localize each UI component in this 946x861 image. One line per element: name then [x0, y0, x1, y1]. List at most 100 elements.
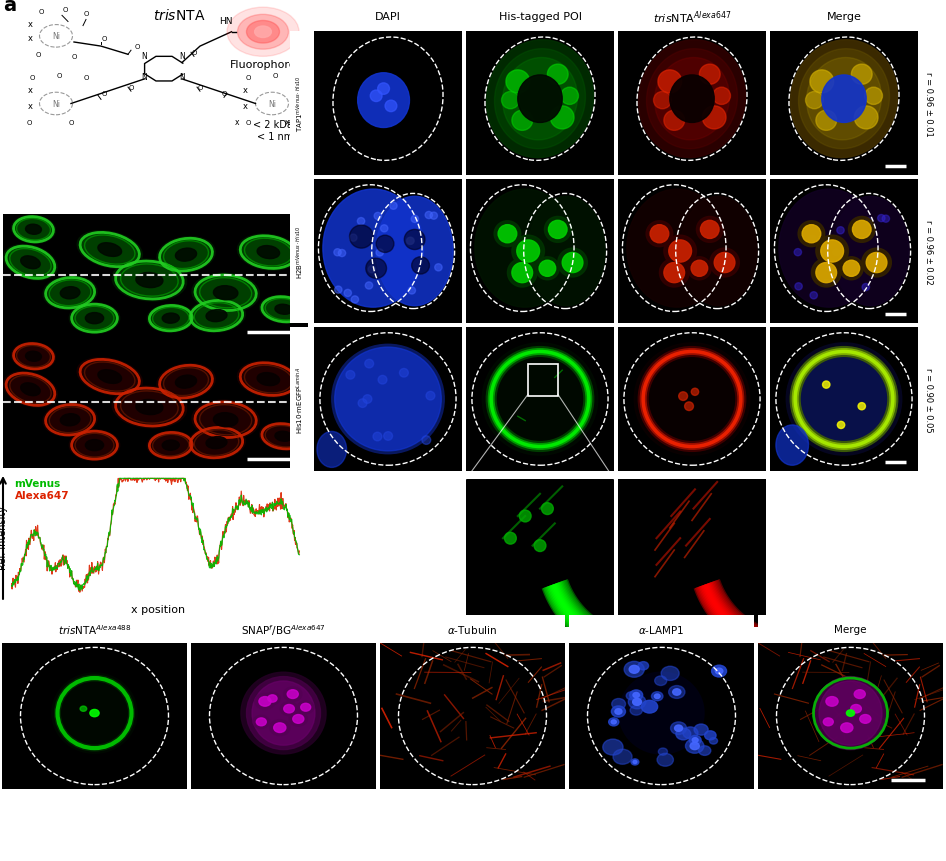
Circle shape: [506, 71, 530, 94]
Ellipse shape: [192, 274, 259, 313]
Ellipse shape: [237, 235, 299, 270]
Circle shape: [692, 389, 699, 396]
Circle shape: [624, 661, 644, 678]
Text: < 1 nm: < 1 nm: [256, 132, 293, 142]
Ellipse shape: [11, 343, 56, 371]
Circle shape: [359, 400, 367, 408]
Circle shape: [549, 221, 567, 239]
Circle shape: [658, 748, 668, 755]
Ellipse shape: [148, 431, 194, 460]
Circle shape: [368, 266, 376, 274]
Circle shape: [839, 257, 864, 281]
Circle shape: [633, 699, 640, 705]
Circle shape: [335, 287, 342, 294]
Text: O: O: [57, 73, 61, 78]
Ellipse shape: [670, 76, 714, 123]
Circle shape: [821, 240, 844, 263]
Circle shape: [512, 263, 533, 283]
Circle shape: [712, 88, 730, 105]
Ellipse shape: [517, 76, 562, 123]
Text: His10$\cdot$mEGFP$^{Lamin\,A}$: His10$\cdot$mEGFP$^{Lamin\,A}$: [294, 366, 306, 433]
Circle shape: [669, 240, 692, 263]
Ellipse shape: [190, 428, 243, 458]
Ellipse shape: [69, 303, 119, 334]
Circle shape: [847, 710, 854, 716]
Ellipse shape: [786, 344, 902, 455]
Circle shape: [435, 264, 442, 271]
Circle shape: [613, 749, 632, 765]
Circle shape: [512, 111, 533, 131]
Ellipse shape: [148, 305, 194, 332]
Ellipse shape: [6, 374, 55, 406]
Ellipse shape: [175, 375, 197, 388]
Circle shape: [815, 111, 836, 131]
Text: Fluorophore: Fluorophore: [230, 60, 296, 71]
Circle shape: [629, 666, 639, 673]
Circle shape: [823, 718, 833, 726]
Text: Ni: Ni: [52, 100, 60, 108]
Text: x: x: [28, 34, 33, 43]
Ellipse shape: [26, 225, 42, 235]
Ellipse shape: [262, 424, 306, 449]
Ellipse shape: [113, 387, 186, 429]
Circle shape: [633, 760, 637, 764]
Circle shape: [652, 692, 663, 701]
Text: x: x: [295, 86, 300, 95]
Circle shape: [865, 219, 872, 226]
Circle shape: [826, 265, 833, 272]
Circle shape: [809, 236, 816, 243]
Ellipse shape: [528, 197, 605, 307]
Ellipse shape: [195, 403, 256, 438]
Ellipse shape: [482, 344, 598, 455]
Circle shape: [80, 706, 87, 711]
Text: x: x: [285, 118, 289, 127]
Circle shape: [297, 701, 314, 714]
Ellipse shape: [13, 217, 53, 243]
Circle shape: [696, 217, 723, 243]
Ellipse shape: [798, 50, 889, 150]
Ellipse shape: [791, 348, 897, 451]
Circle shape: [227, 8, 299, 58]
Ellipse shape: [192, 400, 259, 440]
Circle shape: [346, 371, 355, 380]
Ellipse shape: [822, 76, 867, 123]
Circle shape: [301, 703, 310, 711]
Ellipse shape: [85, 440, 104, 451]
Ellipse shape: [486, 40, 593, 158]
Ellipse shape: [160, 366, 213, 399]
Ellipse shape: [776, 425, 809, 466]
Text: Ni: Ni: [52, 33, 60, 41]
Circle shape: [692, 261, 708, 277]
Ellipse shape: [21, 383, 40, 396]
Circle shape: [673, 689, 681, 696]
Circle shape: [374, 213, 381, 220]
Text: Ni: Ni: [268, 100, 276, 108]
Ellipse shape: [85, 313, 104, 325]
Ellipse shape: [214, 287, 237, 300]
Text: O: O: [221, 91, 227, 97]
Ellipse shape: [72, 305, 117, 332]
Ellipse shape: [257, 373, 280, 387]
Text: O: O: [299, 75, 305, 81]
Circle shape: [247, 22, 279, 44]
Text: $\mathit{tris}$NTA: $\mathit{tris}$NTA: [152, 8, 205, 23]
Circle shape: [534, 540, 546, 552]
Ellipse shape: [187, 426, 245, 460]
Ellipse shape: [115, 262, 184, 300]
Text: O: O: [272, 73, 278, 78]
Ellipse shape: [26, 352, 42, 362]
Circle shape: [256, 718, 266, 726]
Text: x: x: [28, 86, 33, 95]
Circle shape: [810, 293, 817, 300]
Circle shape: [655, 676, 667, 685]
Circle shape: [812, 259, 841, 288]
Circle shape: [883, 216, 889, 223]
Text: HN: HN: [219, 16, 233, 26]
Circle shape: [851, 65, 872, 85]
Ellipse shape: [45, 278, 95, 308]
Circle shape: [339, 251, 345, 257]
Circle shape: [377, 84, 390, 96]
Ellipse shape: [260, 423, 307, 450]
Ellipse shape: [832, 197, 909, 307]
Circle shape: [690, 742, 699, 750]
